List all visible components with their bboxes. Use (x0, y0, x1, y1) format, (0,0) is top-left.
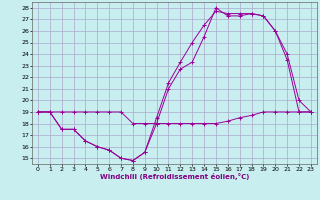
X-axis label: Windchill (Refroidissement éolien,°C): Windchill (Refroidissement éolien,°C) (100, 173, 249, 180)
